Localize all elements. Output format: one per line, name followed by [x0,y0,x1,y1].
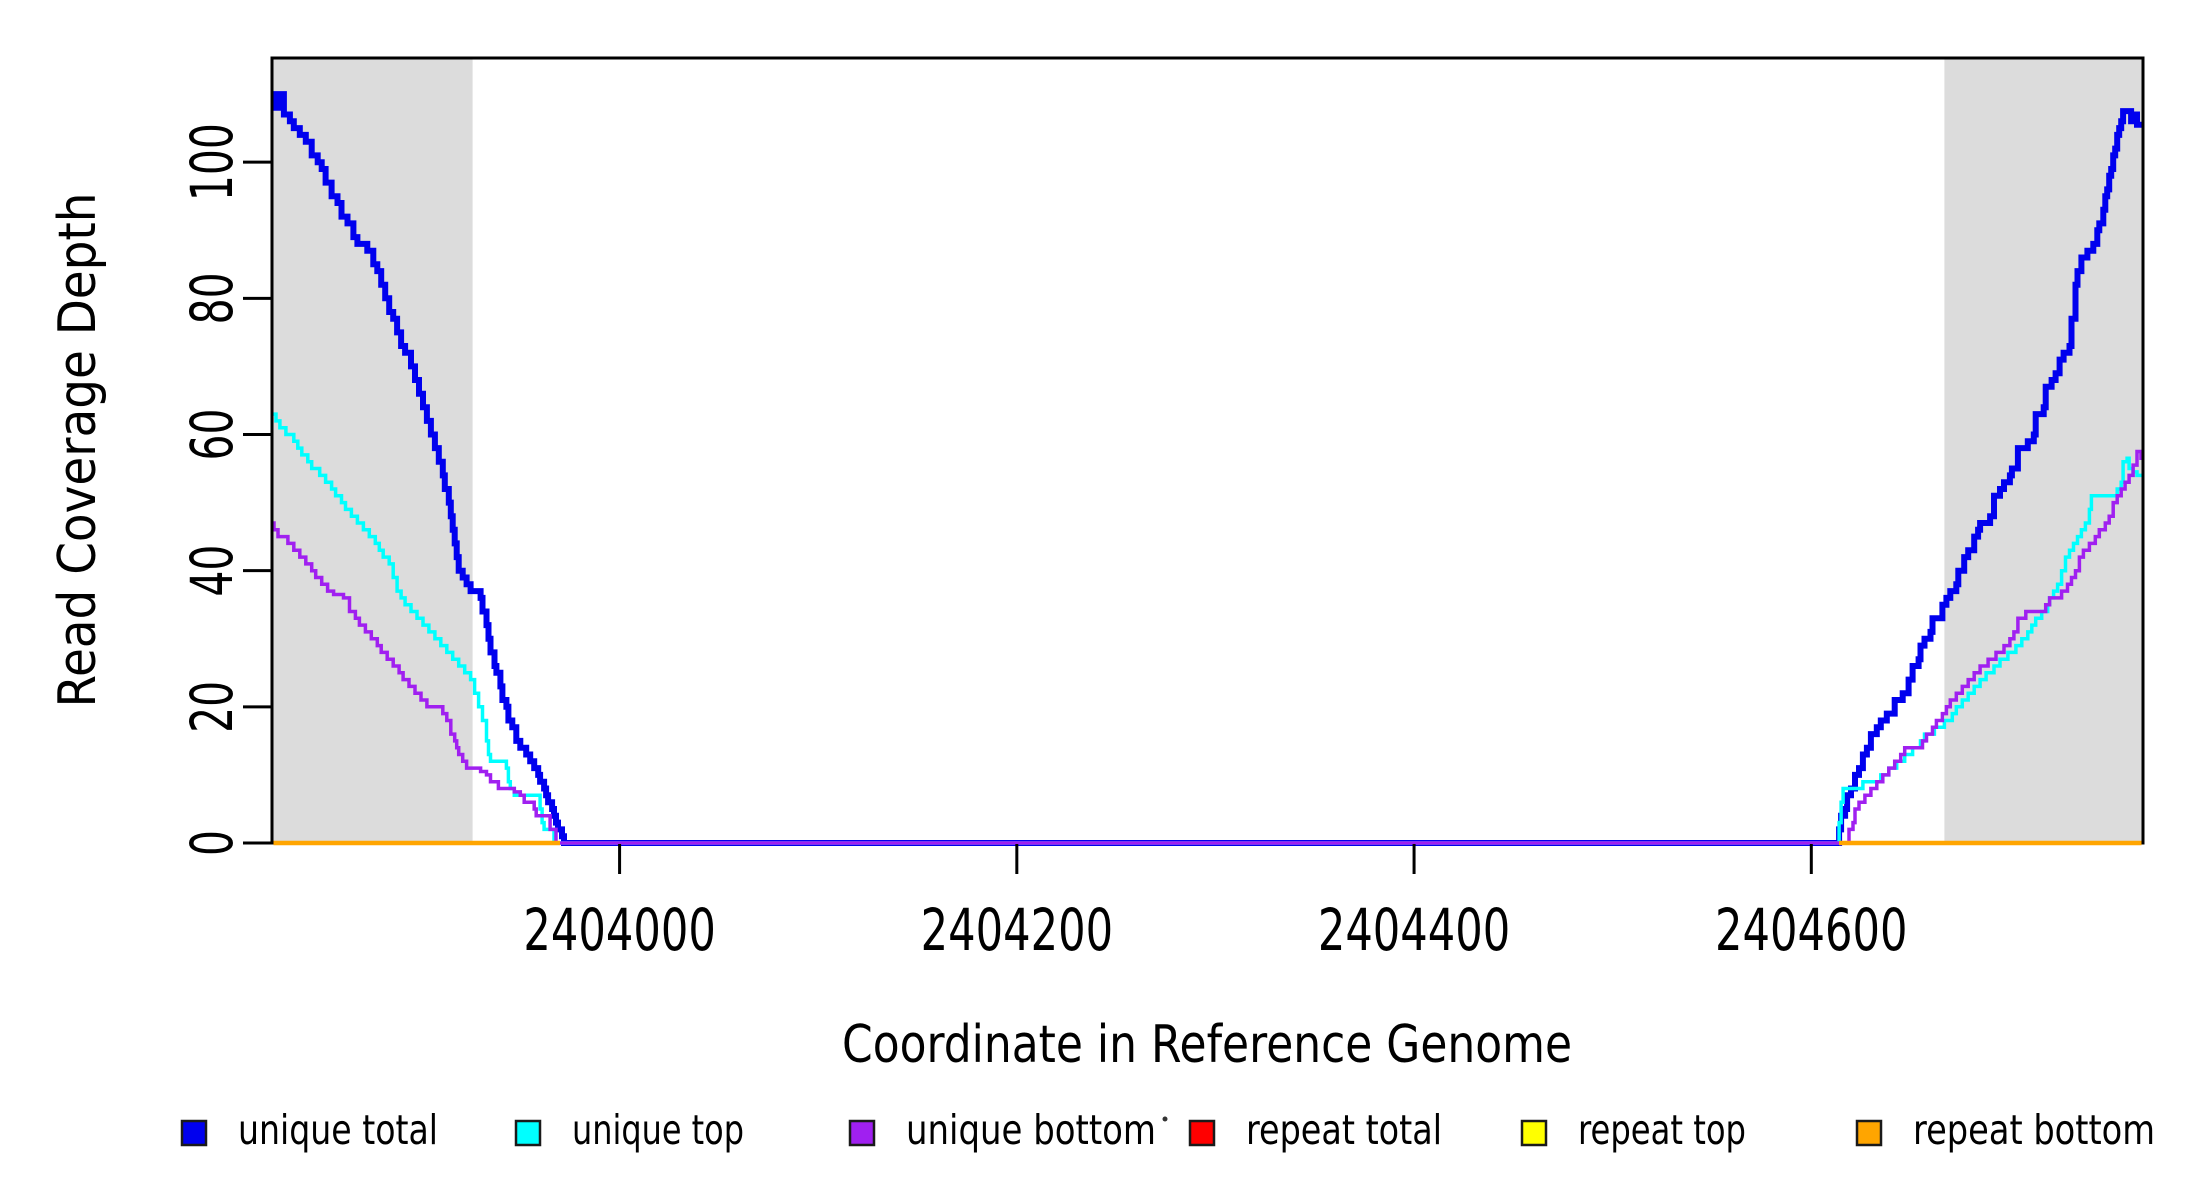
legend-swatch-unique-total [180,1119,208,1147]
stray-dot [1162,1116,1168,1122]
y-tick-label: 100 [178,123,246,201]
y-tick-label: 60 [178,409,246,461]
y-tick-label: 20 [178,681,246,733]
x-axis-title: Coordinate in Reference Genome [842,1015,1572,1075]
plot-frame [270,56,2145,845]
legend-swatch-repeat-top [1520,1119,1548,1147]
legend-item-unique-top: unique top [514,1106,744,1154]
y-tick-label: 0 [178,830,246,856]
x-tick-label: 2404400 [1318,896,1511,964]
legend-item-unique-total: unique total [180,1106,438,1154]
legend: unique total unique top unique bottom repea… [180,1106,2155,1154]
legend-label: repeat total [1246,1106,1442,1154]
shaded-regions-layer [272,58,2143,843]
series-line-unique-top [273,412,2142,845]
legend-swatch-repeat-bottom [1855,1119,1883,1147]
legend-label: repeat top [1578,1106,1746,1154]
legend-item-repeat-total: repeat total [1188,1106,1442,1154]
legend-item-repeat-bottom: repeat bottom [1855,1106,2155,1154]
legend-label: unique top [572,1106,744,1154]
axes-layer: 2404000 2404200 2404400 2404600 0 20 40 60 80 100 [178,123,1908,964]
series-line-unique-bottom [273,449,2142,845]
legend-item-unique-bottom: unique bottom [848,1106,1156,1154]
x-tick-label: 2404600 [1715,896,1908,964]
x-tick-label: 2404000 [523,896,716,964]
legend-label: unique total [238,1106,438,1154]
x-tick-label: 2404200 [921,896,1114,964]
series-line-unique-total [273,91,2142,846]
legend-label: repeat bottom [1913,1106,2155,1154]
series-layer [273,91,2142,846]
y-axis-title: Read Coverage Depth [48,193,108,708]
legend-swatch-unique-bottom [848,1119,876,1147]
legend-item-repeat-top: repeat top [1520,1106,1746,1154]
y-tick-label: 40 [178,545,246,597]
legend-swatch-repeat-total [1188,1119,1216,1147]
legend-label: unique bottom [906,1106,1156,1154]
legend-swatch-unique-top [514,1119,542,1147]
y-tick-label: 80 [178,272,246,324]
